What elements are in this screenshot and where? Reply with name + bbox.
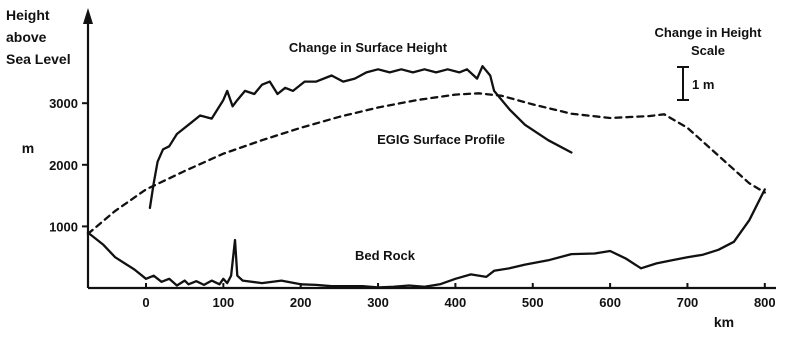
scale-title-line-1: Change in Height <box>655 25 763 40</box>
y-tick-label-2000: 2000 <box>49 158 78 173</box>
x-tick-label-0: 0 <box>142 295 149 310</box>
label-bed-rock: Bed Rock <box>355 248 416 263</box>
x-tick-label-700: 700 <box>677 295 699 310</box>
x-tick-label-600: 600 <box>599 295 621 310</box>
y-tick-label-1000: 1000 <box>49 219 78 234</box>
y-axis-arrow <box>83 8 93 24</box>
x-tick-label-300: 300 <box>367 295 389 310</box>
y-axis-title-line-2: above <box>6 29 47 45</box>
scale-value: 1 m <box>692 77 714 92</box>
x-ticks: 0 100 200 300 400 500 600 700 800 <box>142 283 776 310</box>
x-tick-label-800: 800 <box>754 295 776 310</box>
y-axis-title-line-1: Height <box>6 7 50 23</box>
x-tick-label-500: 500 <box>522 295 544 310</box>
x-tick-label-100: 100 <box>212 295 234 310</box>
y-ticks: 1000 2000 3000 <box>49 96 88 234</box>
scale-title-line-2: Scale <box>691 43 725 58</box>
series-line-egig <box>86 92 766 235</box>
label-change-in-surface-height: Change in Surface Height <box>289 40 448 55</box>
label-egig-surface-profile: EGIG Surface Profile <box>377 132 505 147</box>
series-line-surface_change <box>148 65 573 210</box>
x-tick-label-200: 200 <box>290 295 312 310</box>
series-group <box>86 65 766 289</box>
x-tick-label-400: 400 <box>445 295 467 310</box>
y-tick-label-3000: 3000 <box>49 96 78 111</box>
series-line-bed_rock <box>86 188 766 289</box>
x-axis-unit: km <box>714 314 734 330</box>
y-axis-unit: m <box>22 140 34 156</box>
y-axis-title-line-3: Sea Level <box>6 51 71 67</box>
